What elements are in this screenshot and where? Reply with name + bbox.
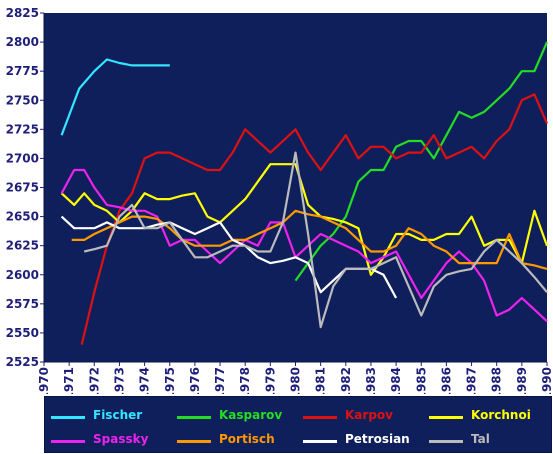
legend-item-portisch: Portisch bbox=[177, 431, 299, 451]
x-axis-ticks: 1970 1971 1972 1973 1974 1975 1976 1977 1978 1979… bbox=[37, 362, 553, 394]
x-tick-label: 1980 bbox=[289, 367, 303, 394]
legend-label: Petrosian bbox=[345, 432, 410, 446]
series-line-spassky bbox=[60, 168, 548, 323]
legend-item-spassky: Spassky bbox=[51, 431, 173, 451]
legend-item-korchnoi: Korchnoi bbox=[429, 407, 551, 427]
legend-swatch bbox=[429, 416, 463, 419]
series-lines bbox=[60, 41, 549, 345]
x-tick-label: 1988 bbox=[490, 367, 504, 394]
legend-swatch bbox=[51, 440, 85, 443]
series-line-petrosian bbox=[60, 215, 398, 299]
x-tick-label: 1977 bbox=[213, 367, 227, 394]
x-tick-label: 1989 bbox=[515, 367, 529, 394]
x-tick-label: 1990 bbox=[540, 367, 553, 394]
legend-label: Fischer bbox=[93, 408, 143, 422]
x-tick-label: 1975 bbox=[163, 367, 177, 394]
x-tick-label: 1987 bbox=[465, 367, 479, 394]
y-tick-label: 2575 bbox=[6, 297, 39, 311]
x-tick-label: 1978 bbox=[238, 367, 252, 394]
y-tick-label: 2775 bbox=[6, 64, 39, 78]
legend-label: Tal bbox=[471, 432, 490, 446]
y-tick-label: 2750 bbox=[6, 93, 39, 107]
x-tick-label: 1976 bbox=[188, 367, 202, 394]
legend-label: Spassky bbox=[93, 432, 149, 446]
series-line-tal bbox=[83, 151, 548, 329]
x-tick-label: 1984 bbox=[389, 367, 403, 394]
y-tick-label: 2800 bbox=[6, 35, 39, 49]
x-tick-label: 1970 bbox=[37, 367, 51, 394]
legend-item-tal: Tal bbox=[429, 431, 551, 451]
x-tick-label: 1986 bbox=[439, 367, 453, 394]
y-tick-label: 2675 bbox=[6, 181, 39, 195]
x-tick-label: 1973 bbox=[112, 367, 126, 394]
legend-swatch bbox=[303, 440, 337, 443]
y-axis-ticks: 2525 2550 2575 2600 2625 2650 2675 2700 2725 2750… bbox=[6, 6, 44, 369]
legend-label: Korchnoi bbox=[471, 408, 531, 422]
x-tick-label: 1979 bbox=[263, 367, 277, 394]
legend: Fischer Kasparov Karpov Korchnoi Spassky Port… bbox=[44, 396, 552, 453]
legend-swatch bbox=[51, 416, 85, 419]
series-line-fischer bbox=[60, 58, 170, 136]
x-tick-label: 1983 bbox=[364, 367, 378, 394]
legend-label: Portisch bbox=[219, 432, 275, 446]
x-tick-label: 1971 bbox=[62, 367, 76, 394]
legend-swatch bbox=[429, 440, 463, 443]
series-line-korchnoi bbox=[60, 163, 549, 276]
y-tick-label: 2625 bbox=[6, 239, 39, 253]
legend-item-kasparov: Kasparov bbox=[177, 407, 299, 427]
plot-area bbox=[44, 13, 547, 362]
y-tick-label: 2525 bbox=[6, 355, 39, 369]
legend-item-karpov: Karpov bbox=[303, 407, 425, 427]
y-tick-label: 2700 bbox=[6, 151, 39, 165]
legend-label: Karpov bbox=[345, 408, 393, 422]
legend-swatch bbox=[177, 416, 211, 419]
x-tick-label: 1981 bbox=[314, 367, 328, 394]
legend-swatch bbox=[303, 416, 337, 419]
legend-item-fischer: Fischer bbox=[51, 407, 173, 427]
legend-item-petrosian: Petrosian bbox=[303, 431, 425, 451]
line-chart: 2525 2550 2575 2600 2625 2650 2675 2700 2725 2750… bbox=[6, 6, 553, 394]
y-tick-label: 2825 bbox=[6, 6, 39, 20]
legend-label: Kasparov bbox=[219, 408, 283, 422]
series-line-portisch bbox=[71, 209, 548, 270]
series-line-karpov bbox=[80, 93, 549, 345]
x-tick-label: 1982 bbox=[339, 367, 353, 394]
y-tick-label: 2725 bbox=[6, 122, 39, 136]
y-tick-label: 2650 bbox=[6, 210, 39, 224]
y-tick-label: 2550 bbox=[6, 326, 39, 340]
x-tick-label: 1972 bbox=[87, 367, 101, 394]
y-tick-label: 2600 bbox=[6, 268, 39, 282]
series-line-kasparov bbox=[294, 41, 549, 282]
x-tick-label: 1985 bbox=[414, 367, 428, 394]
legend-swatch bbox=[177, 440, 211, 443]
x-tick-label: 1974 bbox=[138, 367, 152, 394]
